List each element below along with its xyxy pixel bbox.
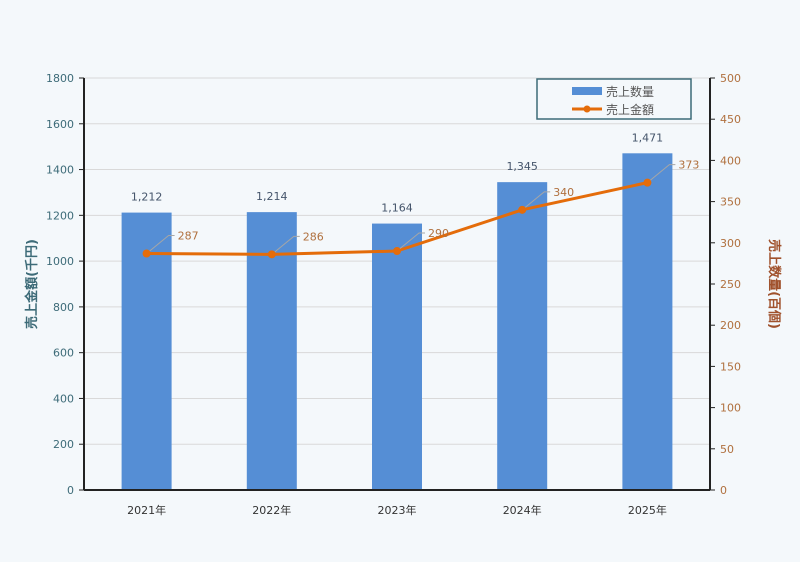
bar-data-label: 1,471: [632, 131, 664, 144]
bar: [622, 153, 673, 490]
leader-line: [146, 235, 175, 254]
line-data-label: 287: [178, 230, 199, 243]
line-marker: [643, 178, 652, 187]
legend: 売上数量 売上金額: [536, 78, 692, 120]
x-tick-label: 2021年: [127, 503, 166, 517]
bar: [121, 212, 172, 490]
line-data-label: 340: [553, 186, 574, 199]
bar-data-label: 1,212: [131, 191, 163, 204]
y-tick-label: 200: [53, 438, 74, 451]
y-tick-label: 1600: [46, 118, 74, 131]
line-data-label: 373: [678, 159, 699, 172]
y-tick-label: 400: [53, 392, 74, 405]
y2-tick-label: 250: [720, 278, 741, 291]
y2-tick-label: 0: [720, 484, 727, 497]
leader-line: [521, 191, 551, 211]
legend-line-label: 売上金額: [606, 102, 654, 117]
line-marker: [393, 247, 401, 256]
y2-tick-label: 100: [720, 402, 741, 415]
bar: [372, 223, 422, 490]
bar: [246, 212, 297, 490]
x-tick-label: 2023年: [378, 503, 417, 517]
bar-data-label: 1,164: [381, 202, 413, 215]
y2-tick-label: 450: [720, 113, 741, 126]
leader-line: [396, 232, 425, 252]
y2-tick-label: 500: [720, 72, 741, 85]
y-tick-label: 1800: [46, 72, 74, 85]
y-tick-label: 1200: [46, 209, 74, 222]
y2-tick-label: 300: [720, 237, 741, 250]
y2-tick-label: 50: [720, 443, 734, 456]
y-tick-label: 0: [67, 484, 74, 497]
legend-bar-label: 売上数量: [606, 84, 654, 99]
x-tick-label: 2025年: [628, 503, 667, 517]
bar-data-label: 1,214: [256, 190, 288, 203]
line-marker: [267, 250, 276, 259]
y-tick-label: 800: [53, 301, 74, 314]
bar-data-label: 1,345: [506, 160, 538, 173]
line-marker: [518, 205, 527, 214]
bar: [497, 182, 548, 490]
y-axis-title: 売上金額(千円): [24, 239, 40, 329]
y2-tick-label: 350: [720, 196, 741, 209]
y-tick-label: 1000: [46, 255, 74, 268]
y2-tick-label: 400: [720, 154, 741, 167]
legend-line-marker: [583, 105, 591, 113]
x-tick-label: 2022年: [252, 503, 291, 517]
line-data-label: 290: [428, 227, 449, 240]
line-data-label: 286: [303, 230, 324, 243]
y2-tick-label: 200: [720, 319, 741, 332]
leader-line: [647, 164, 676, 184]
y2-tick-label: 150: [720, 360, 741, 373]
line-marker: [142, 249, 151, 258]
legend-bar-swatch: [572, 87, 602, 95]
x-tick-label: 2024年: [503, 503, 542, 517]
y-tick-label: 600: [53, 347, 74, 360]
y2-axis-title: 売上数量(百個): [766, 239, 782, 329]
leader-line: [271, 235, 300, 255]
y-tick-label: 1400: [46, 164, 74, 177]
